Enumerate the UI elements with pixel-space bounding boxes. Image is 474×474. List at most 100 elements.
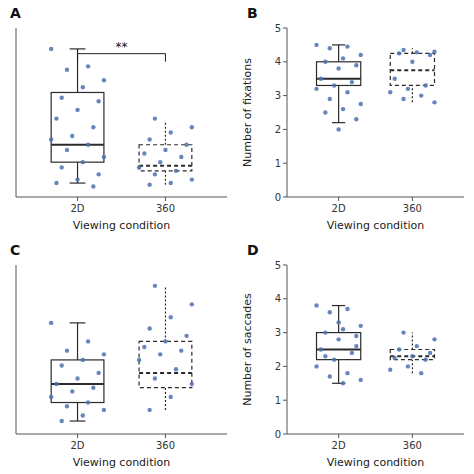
point [163,148,167,152]
point [153,116,157,120]
point [102,408,106,412]
whisker-low [412,85,413,102]
plot-area [49,47,194,189]
panel: A2D360Viewing condition** [10,5,227,232]
cap-high [332,305,345,306]
point [70,389,74,393]
y-tick-label: 5 [275,23,281,34]
panel: B0123452D360Viewing conditionNumber of f… [241,5,464,232]
whisker-low [165,388,166,410]
median [51,144,104,146]
point [345,307,349,311]
point [91,125,95,129]
point [190,125,194,129]
box [390,350,434,360]
point [91,385,95,389]
point [86,64,90,68]
point [432,49,436,53]
x-tick [165,434,166,438]
point [319,347,323,351]
y-tick-label: 2 [275,361,281,372]
point [323,330,327,334]
point [86,339,90,343]
point [432,337,436,341]
point [341,56,345,60]
point [401,97,405,101]
point [419,93,423,97]
cap-high [70,322,86,323]
y-tick [283,366,287,367]
point [60,363,64,367]
y-axis-label: Number of saccades [241,293,254,406]
point [158,160,162,164]
point [392,356,396,360]
x-tick [338,434,339,438]
point [81,413,85,417]
point [359,324,363,328]
point [423,357,427,361]
x-axis-label: Viewing condition [73,219,170,232]
x-tick-label: 360 [156,203,175,214]
point [354,63,358,67]
median [51,383,104,385]
point [328,310,332,314]
point [102,352,106,356]
point [345,90,349,94]
point [169,395,173,399]
x-tick [412,197,413,201]
x-tick [412,434,413,438]
point [319,77,323,81]
panel: C2D360Viewing condition [10,242,227,469]
point [432,100,436,104]
y-tick-label: 0 [275,429,281,440]
whisker-high [338,45,339,62]
point [397,347,401,351]
median [317,349,361,351]
point [323,354,327,358]
point [49,47,53,51]
point [336,337,340,341]
point [323,110,327,114]
point [336,320,340,324]
point [428,351,432,355]
x-tick [77,197,78,201]
point [392,77,396,81]
point [169,181,173,185]
y-axis-label: Number of fixations [241,58,254,167]
point [75,108,79,112]
y-tick [283,265,287,266]
point [163,339,167,343]
point [190,177,194,181]
y-tick-label: 5 [275,260,281,271]
point [314,87,318,91]
panel-label: B [247,5,258,21]
median [390,69,434,71]
panel-label: C [10,242,20,258]
point [323,60,327,64]
point [65,68,69,72]
point [184,143,188,147]
box [390,53,434,85]
whisker-low [77,403,78,422]
y-tick [283,197,287,198]
point [96,172,100,176]
y-tick [283,95,287,96]
x-axis-line [287,197,464,198]
point [65,348,69,352]
point [153,376,157,380]
x-tick-label: 2D [71,440,85,451]
y-tick [283,332,287,333]
panel-label: A [10,5,21,21]
point [96,99,100,103]
point [410,354,414,358]
x-tick-label: 2D [71,203,85,214]
y-axis-line [287,265,288,434]
median [139,165,192,167]
y-tick-label: 3 [275,90,281,101]
point [401,48,405,52]
point [179,155,183,159]
point [179,348,183,352]
point [406,87,410,91]
x-axis-line [287,434,464,435]
point [86,400,90,404]
